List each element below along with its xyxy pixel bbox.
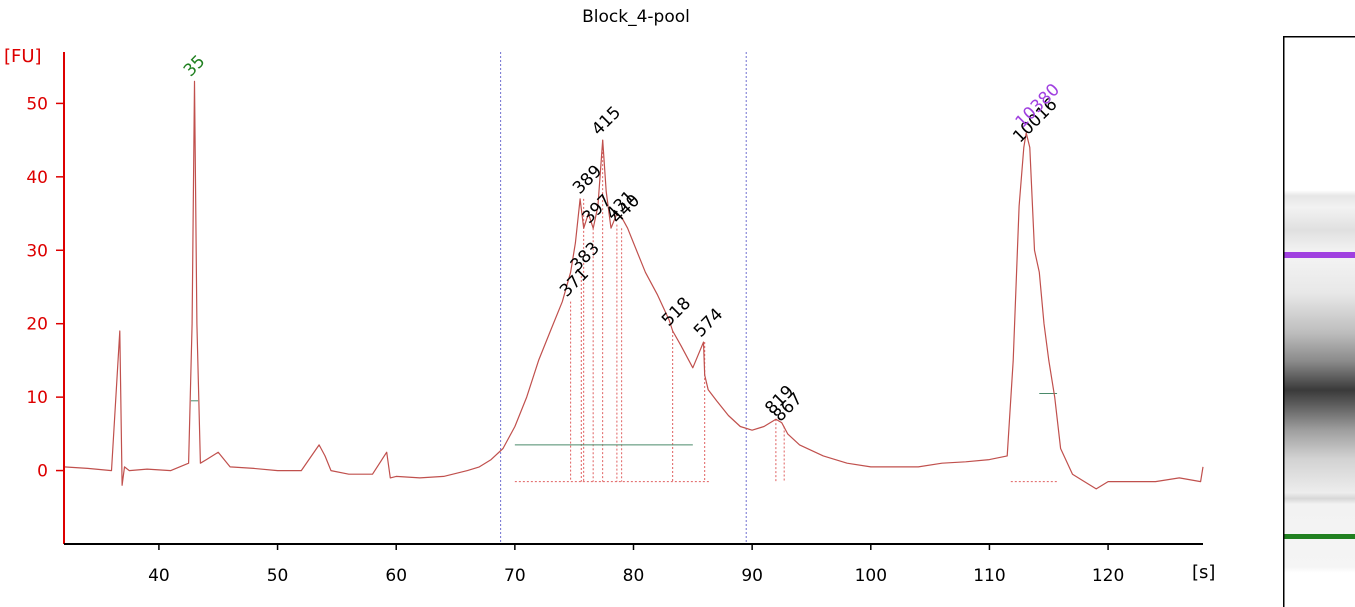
trace-layer (63, 80, 1204, 490)
x-tick-label-110: 110 (973, 566, 1005, 586)
x-tick-label-90: 90 (741, 566, 763, 586)
peak-baselines (190, 140, 1059, 483)
y-tick-label-40: 40 (26, 168, 48, 188)
region-markers (500, 52, 747, 544)
x-tick-label-60: 60 (385, 566, 407, 586)
gel-lane (1283, 36, 1355, 607)
axis-ticks: 40 50 60 70 80 90 100 110 120 0 10 20 30 40 50 (26, 94, 1124, 586)
lower-marker-band (1284, 534, 1355, 539)
gel-background (1283, 36, 1355, 607)
peak-label-35: 35 (180, 51, 209, 80)
y-tick-label-30: 30 (26, 241, 48, 261)
peak-label-415: 415 (588, 103, 625, 140)
x-tick-label-40: 40 (148, 566, 170, 586)
y-axis-unit-label: [FU] (4, 46, 42, 67)
x-tick-label-70: 70 (504, 566, 526, 586)
x-tick-label-80: 80 (623, 566, 645, 586)
x-tick-label-50: 50 (267, 566, 289, 586)
x-tick-label-120: 120 (1092, 566, 1124, 586)
chart-title: Block_4-pool (582, 7, 690, 27)
trace-line-0 (63, 80, 1204, 490)
x-tick-label-100: 100 (855, 566, 887, 586)
electropherogram-chart: Block_4-pool [FU] [s] 40 50 60 70 80 90 100 110… (4, 7, 1215, 586)
x-axis-unit-label: [s] (1192, 562, 1215, 583)
peak-label-440: 440 (607, 191, 644, 228)
y-tick-label-10: 10 (26, 388, 48, 408)
peak-label-574: 574 (690, 305, 727, 342)
peak-label-518: 518 (658, 293, 695, 330)
y-tick-label-0: 0 (37, 462, 48, 482)
upper-marker-band (1284, 252, 1355, 258)
y-tick-label-20: 20 (26, 315, 48, 335)
y-tick-label-50: 50 (26, 94, 48, 114)
